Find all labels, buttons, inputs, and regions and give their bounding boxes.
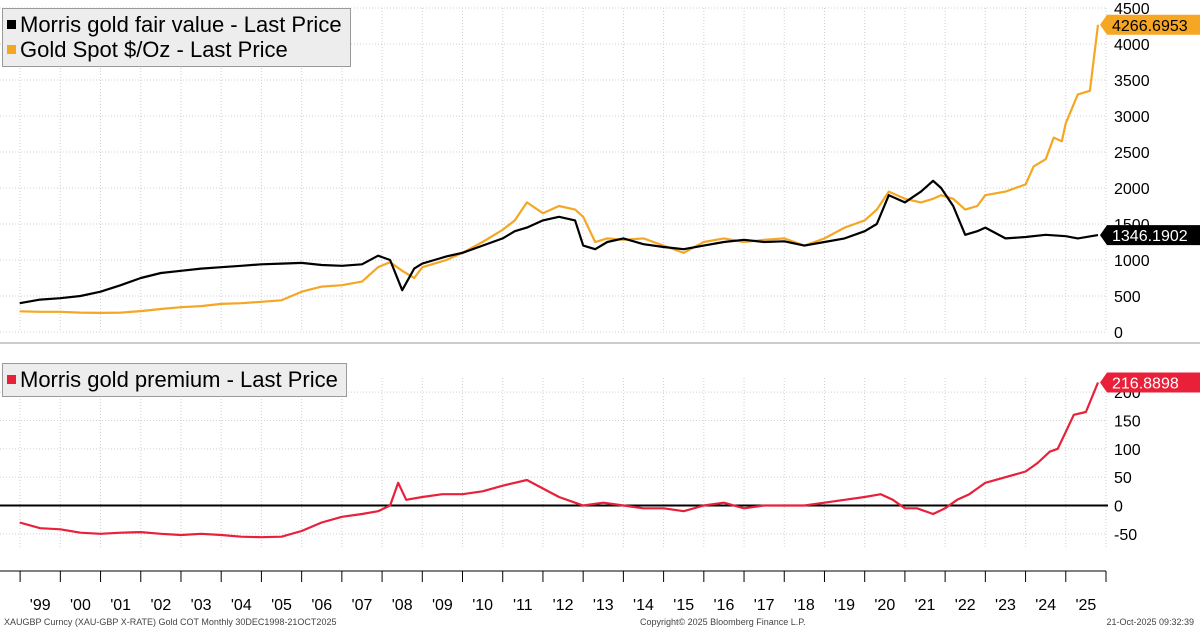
lower-last-price-tags: 216.8898 xyxy=(1100,372,1200,393)
upper-y-axis: 050010001500200025003000350040004500 xyxy=(1114,1,1150,342)
y-tick-label-lower: 150 xyxy=(1114,414,1141,431)
last-price-tag-lower-0 xyxy=(1100,372,1200,393)
x-tick-label: '19 xyxy=(834,597,855,614)
y-tick-label-lower: -50 xyxy=(1114,527,1137,544)
x-tick-label: '16 xyxy=(713,597,734,614)
upper-legend: Morris gold fair value - Last Price Gold… xyxy=(2,8,351,67)
series-line-lower-0 xyxy=(19,382,1100,539)
upper-series-lines xyxy=(19,24,1100,314)
y-tick-label-upper: 4500 xyxy=(1114,1,1150,18)
x-tick-label: '17 xyxy=(754,597,775,614)
x-tick-label: '01 xyxy=(110,597,131,614)
upper-last-price-tags: 1346.1902 4266.6953 xyxy=(1100,14,1200,246)
y-tick-label-upper: 2000 xyxy=(1114,181,1150,198)
x-tick-label: '23 xyxy=(995,597,1016,614)
x-tick-label: '24 xyxy=(1035,597,1056,614)
footer-timestamp: 21-Oct-2025 09:32:39 xyxy=(1106,617,1194,627)
x-tick-label: '10 xyxy=(472,597,493,614)
last-price-label-upper-1: 4266.6953 xyxy=(1112,18,1188,35)
y-tick-label-upper: 0 xyxy=(1114,325,1123,342)
gold-spot-swatch xyxy=(7,45,16,55)
y-tick-label-upper: 3000 xyxy=(1114,109,1150,126)
x-tick-label: '09 xyxy=(432,597,453,614)
x-tick-label: '15 xyxy=(673,597,694,614)
last-price-label-upper-0: 1346.1902 xyxy=(1112,228,1188,245)
y-tick-label-upper: 1000 xyxy=(1114,253,1150,270)
lower-legend: Morris gold premium - Last Price xyxy=(2,363,347,397)
footer-copyright: Copyright© 2025 Bloomberg Finance L.P. xyxy=(640,617,806,627)
x-tick-label: '12 xyxy=(553,597,574,614)
x-tick-label: '07 xyxy=(352,597,373,614)
x-tick-label: '13 xyxy=(593,597,614,614)
legend-label-fair-value: Morris gold fair value - Last Price xyxy=(20,12,342,37)
x-tick-label: '20 xyxy=(874,597,895,614)
y-tick-label-upper: 2500 xyxy=(1114,145,1150,162)
series-line-upper-0 xyxy=(19,179,1099,305)
x-tick-label: '05 xyxy=(271,597,292,614)
x-tick-label: '25 xyxy=(1075,597,1096,614)
x-tick-label: '00 xyxy=(70,597,91,614)
series-line-upper-1 xyxy=(19,24,1100,314)
legend-label-premium: Morris gold premium - Last Price xyxy=(20,367,338,392)
legend-item-fair-value: Morris gold fair value - Last Price xyxy=(7,12,342,37)
x-tick-label: '03 xyxy=(191,597,212,614)
last-price-tag-upper-0 xyxy=(1100,225,1200,246)
y-tick-label-lower: 100 xyxy=(1114,442,1141,459)
legend-item-premium: Morris gold premium - Last Price xyxy=(7,367,338,392)
x-tick-label: '21 xyxy=(915,597,936,614)
y-tick-label-upper: 3500 xyxy=(1114,73,1150,90)
last-price-tag-upper-1 xyxy=(1100,14,1200,35)
legend-label-gold-spot: Gold Spot $/Oz - Last Price xyxy=(20,37,288,62)
x-tick-label: '04 xyxy=(231,597,252,614)
premium-swatch xyxy=(7,375,16,385)
footer-source: XAUGBP Curncy (XAU-GBP X-RATE) Gold COT … xyxy=(4,617,337,627)
x-tick-label: '99 xyxy=(30,597,51,614)
y-tick-label-upper: 4000 xyxy=(1114,37,1150,54)
fair-value-swatch xyxy=(7,20,16,30)
y-tick-label-lower: 0 xyxy=(1114,499,1123,516)
x-tick-label: '14 xyxy=(633,597,654,614)
x-tick-label: '08 xyxy=(392,597,413,614)
x-tick-label: '06 xyxy=(311,597,332,614)
x-tick-label: '11 xyxy=(513,597,533,614)
y-tick-label-upper: 500 xyxy=(1114,289,1141,306)
last-price-label-lower-0: 216.8898 xyxy=(1112,376,1179,393)
legend-item-gold-spot: Gold Spot $/Oz - Last Price xyxy=(7,37,342,62)
lower-series-lines xyxy=(19,382,1100,539)
lower-gridlines xyxy=(0,378,1107,548)
x-tick-label: '18 xyxy=(794,597,815,614)
x-tick-label: '02 xyxy=(150,597,171,614)
x-axis: '99 '00 '01 '02 '03 '04 '05 '06 '07 '08 '09 '10 '11 '… xyxy=(0,570,1107,614)
x-tick-label: '22 xyxy=(955,597,976,614)
y-tick-label-lower: 50 xyxy=(1114,470,1132,487)
